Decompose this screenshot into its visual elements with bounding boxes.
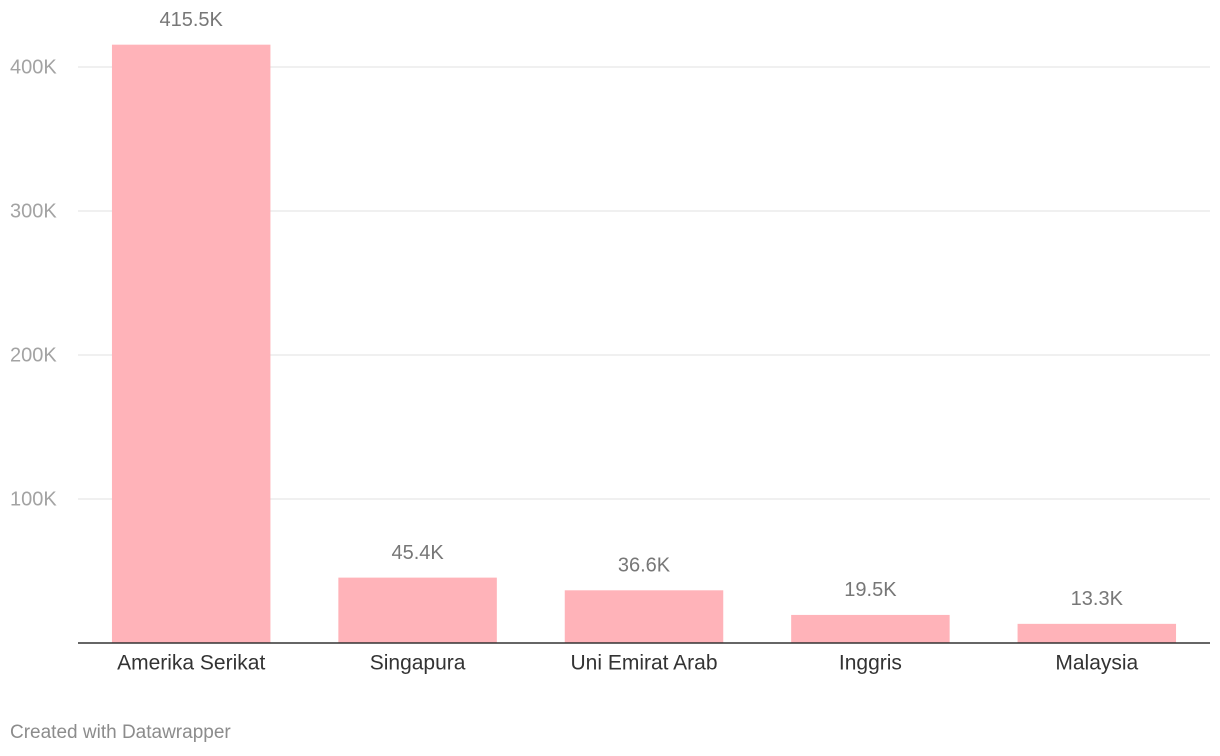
y-tick-label: 200K — [10, 344, 57, 366]
x-tick-label: Inggris — [839, 652, 902, 675]
y-tick-label: 400K — [10, 56, 57, 78]
x-tick-label: Malaysia — [1055, 652, 1138, 675]
x-tick-label: Uni Emirat Arab — [570, 652, 717, 675]
bar — [338, 577, 497, 643]
x-tick-label: Singapura — [370, 652, 466, 675]
y-tick-label: 100K — [10, 488, 57, 510]
value-label: 13.3K — [1071, 588, 1124, 610]
value-label: 45.4K — [391, 542, 444, 564]
x-tick-label: Amerika Serikat — [117, 652, 265, 675]
credit: Created with Datawrapper — [10, 722, 231, 743]
bar — [1017, 623, 1177, 643]
y-tick-label: 300K — [10, 200, 57, 222]
value-label: 19.5K — [844, 579, 897, 601]
value-label: 415.5K — [160, 9, 224, 31]
value-label: 36.6K — [618, 555, 671, 577]
bar — [791, 614, 950, 643]
bar — [111, 44, 271, 644]
bar — [564, 590, 724, 643]
